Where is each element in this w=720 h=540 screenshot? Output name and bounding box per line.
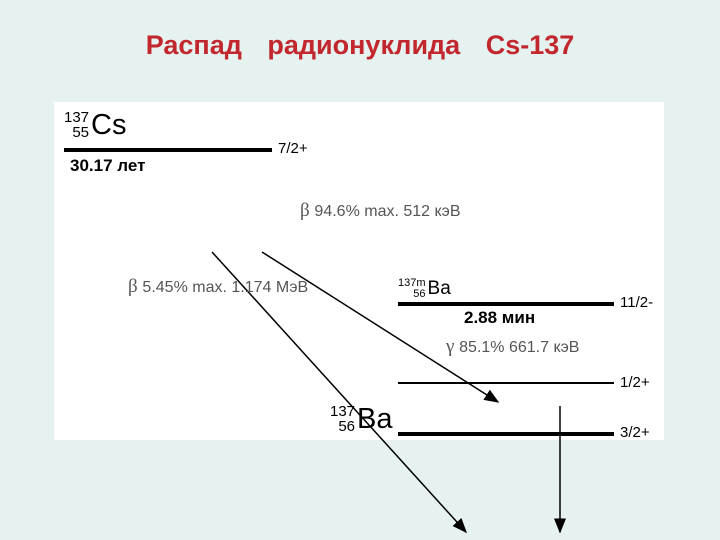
ba-m-level	[398, 302, 614, 306]
spin-ba_m: 11/2-	[620, 294, 653, 311]
beta1-label: β 94.6% max. 512 кэВ	[300, 200, 461, 222]
spin-cs: 7/2+	[278, 140, 308, 157]
beta2-label: β 5.45% max. 1.174 МэВ	[128, 276, 308, 298]
cs-halflife: 30.17 лет	[70, 156, 145, 176]
ba-m-halflife: 2.88 мин	[464, 308, 535, 328]
decay-diagram	[54, 102, 664, 440]
ba-mid-level	[398, 382, 614, 384]
spin-mid: 1/2+	[620, 374, 650, 391]
gamma-label: γ 85.1% 661.7 кэВ	[446, 336, 579, 358]
nuclide-ba_m: 137m56Ba	[398, 278, 451, 300]
nuclide-cs: 13755Cs	[64, 108, 126, 142]
nuclide-ba: 13756Ba	[330, 402, 393, 436]
arrows-svg	[54, 102, 720, 540]
ba-gnd-level	[398, 432, 614, 436]
beta1-arrow	[262, 252, 498, 402]
slide: Распад радионуклида Cs-137 13755Cs 137m56…	[0, 0, 720, 540]
spin-gnd: 3/2+	[620, 424, 650, 441]
slide-title: Распад радионуклида Cs-137	[0, 30, 720, 61]
cs-level	[64, 148, 272, 152]
